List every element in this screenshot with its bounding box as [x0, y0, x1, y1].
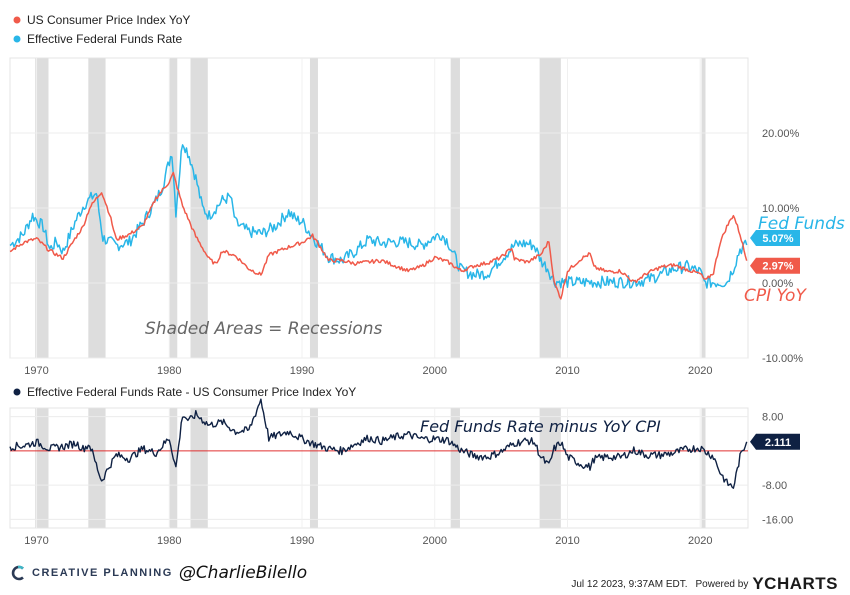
- series-line-spread: [9, 398, 748, 489]
- recession-band: [190, 408, 208, 528]
- top-gridlines: [10, 58, 748, 359]
- spread-title-annotation: Fed Funds Rate minus YoY CPI: [420, 417, 661, 436]
- end-label-flag: [750, 257, 800, 274]
- x-tick-label: 2020: [688, 365, 712, 377]
- x-tick-label: 2010: [555, 365, 579, 377]
- legend-dot-ffr: [13, 35, 21, 43]
- x-tick-label: 1980: [157, 365, 181, 377]
- end-label-flag: [750, 433, 800, 450]
- cpi-annotation: CPI YoY: [744, 286, 807, 306]
- y-tick-label: 10.00%: [762, 203, 800, 215]
- y-tick-label: -10.00%: [762, 353, 803, 365]
- y-tick-label: 8.00: [762, 412, 783, 424]
- top-x-axis: 1970 1980 1990 2000 2010 2020: [24, 365, 712, 377]
- x-tick-label: 2020: [688, 535, 712, 547]
- bottom-end-labels: 2.111: [750, 433, 800, 450]
- x-tick-label: 1970: [24, 535, 48, 547]
- recession-band: [450, 408, 460, 528]
- top-legend: US Consumer Price Index YoY Effective Fe…: [13, 13, 190, 46]
- legend-dot-spread: [13, 388, 21, 396]
- bottom-legend: Effective Federal Funds Rate - US Consum…: [13, 385, 356, 399]
- x-tick-label: 2000: [423, 535, 447, 547]
- top-series: [9, 144, 748, 300]
- x-tick-label: 1990: [290, 365, 314, 377]
- author-handle: @CharlieBilello: [178, 563, 308, 583]
- powered-by-label: Powered by: [695, 578, 749, 590]
- end-label-spread: 2.111: [750, 433, 800, 450]
- top-end-labels: 5.07% 2.97%: [750, 229, 800, 274]
- end-label-text: 5.07%: [762, 233, 793, 245]
- x-tick-label: 1980: [157, 535, 181, 547]
- y-tick-label: -16.00: [762, 514, 793, 526]
- x-tick-label: 1970: [24, 365, 48, 377]
- end-label-ffr: 5.07%: [750, 229, 800, 246]
- end-label-text: 2.111: [765, 437, 791, 449]
- fed-funds-annotation: Fed Funds: [758, 214, 845, 234]
- top-y-axis: 20.00% 10.00% 0.00% -10.00%: [762, 128, 803, 365]
- footer-branding: CREATIVE PLANNING @CharlieBilello: [10, 563, 307, 583]
- end-label-flag: [750, 229, 800, 246]
- recession-band: [701, 408, 706, 528]
- bottom-gridlines: [10, 408, 748, 528]
- series-line-cpi: [9, 171, 748, 300]
- creative-planning-wordmark: CREATIVE PLANNING: [32, 567, 173, 579]
- legend-label-spread: Effective Federal Funds Rate - US Consum…: [27, 385, 356, 399]
- recession-band: [169, 408, 178, 528]
- y-tick-label: -8.00: [762, 480, 787, 492]
- x-tick-label: 2010: [555, 535, 579, 547]
- series-line-ffr: [9, 144, 748, 289]
- bottom-series: [9, 398, 748, 489]
- recessions-note: Shaded Areas = Recessions: [145, 319, 383, 339]
- legend-label-cpi: US Consumer Price Index YoY: [27, 13, 190, 27]
- bottom-plot-frame: [9, 407, 749, 529]
- end-label-cpi: 2.97%: [750, 257, 800, 274]
- legend-label-ffr: Effective Federal Funds Rate: [27, 32, 183, 46]
- creative-planning-logo-icon: [11, 565, 24, 581]
- y-tick-label: 0.00%: [762, 278, 793, 290]
- recession-band: [35, 408, 49, 528]
- y-tick-label: 20.00%: [762, 128, 800, 140]
- recession-band: [539, 408, 561, 528]
- legend-dot-cpi: [13, 16, 21, 24]
- bottom-x-axis: 1970 1980 1990 2000 2010 2020: [24, 535, 712, 547]
- timestamp: Jul 12 2023, 9:37AM EDT.: [571, 578, 688, 590]
- recession-band: [309, 408, 318, 528]
- bottom-y-axis: 8.00 -8.00 -16.00: [762, 412, 793, 527]
- footer-credits: Jul 12 2023, 9:37AM EDT. Powered by YCHA…: [571, 574, 838, 594]
- x-tick-label: 1990: [290, 535, 314, 547]
- x-tick-label: 2000: [423, 365, 447, 377]
- ycharts-logo[interactable]: YCHARTS: [752, 574, 838, 593]
- end-label-text: 2.97%: [762, 261, 793, 273]
